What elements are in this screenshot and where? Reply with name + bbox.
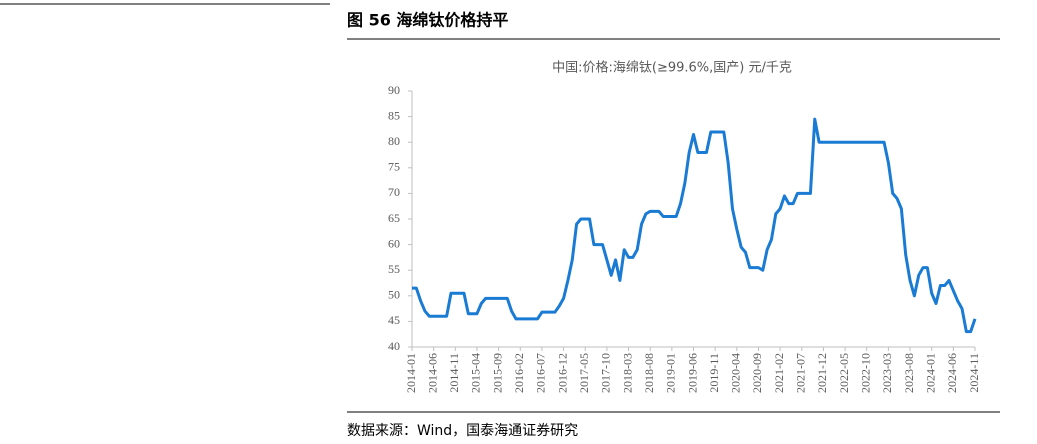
x-tick-label: 2016-07 — [534, 353, 548, 393]
y-tick-label: 75 — [388, 160, 400, 174]
x-tick-label: 2016-12 — [555, 353, 569, 393]
x-tick-label: 2015-09 — [490, 353, 504, 393]
y-tick-label: 80 — [388, 134, 400, 148]
x-tick-label: 2019-06 — [685, 353, 699, 393]
x-tick-label: 2024-11 — [967, 353, 981, 393]
x-tick-label: 2015-04 — [469, 353, 483, 393]
y-tick-label: 65 — [388, 211, 400, 225]
y-tick-label: 85 — [388, 108, 400, 122]
x-tick-label: 2017-05 — [577, 353, 591, 393]
y-tick-label: 60 — [388, 236, 400, 250]
x-tick-label: 2018-03 — [620, 353, 634, 393]
x-tick-label: 2022-05 — [837, 353, 851, 393]
x-tick-label: 2014-06 — [425, 353, 439, 393]
x-tick-label: 2014-11 — [447, 353, 461, 393]
source: 数据来源：Wind，国泰海通证券研究 — [347, 423, 578, 439]
x-tick-label: 2018-08 — [642, 353, 656, 393]
x-tick-label: 2016-02 — [512, 353, 526, 393]
line-series — [412, 117, 977, 334]
y-tick-label: 55 — [388, 262, 400, 276]
x-tick-label: 2023-03 — [880, 353, 894, 393]
x-tick-label: 2023-08 — [902, 353, 916, 393]
y-tick-label: 50 — [388, 288, 400, 302]
x-tick-label: 2024-06 — [945, 353, 959, 393]
y-tick-label: 40 — [388, 339, 400, 353]
x-tick-label: 2020-04 — [729, 353, 743, 393]
y-tick-label: 70 — [388, 185, 400, 199]
y-tick-label: 45 — [388, 313, 400, 327]
x-tick-label: 2021-07 — [794, 353, 808, 393]
chart-title: 中国:价格:海绵钛(≥99.6%,国产) 元/千克 — [552, 60, 792, 76]
x-tick-label: 2019-11 — [707, 353, 721, 393]
x-tick-label: 2014-01 — [404, 353, 418, 393]
figure-label: 图 56 海绵钛价格持平 — [347, 11, 508, 30]
y-tick-label: 90 — [388, 83, 400, 97]
x-tick-label: 2017-10 — [599, 353, 613, 393]
x-tick-label: 2022-10 — [858, 353, 872, 393]
x-tick-label: 2021-12 — [815, 353, 829, 393]
x-tick-label: 2021-02 — [772, 353, 786, 393]
x-tick-label: 2020-09 — [750, 353, 764, 393]
x-tick-label: 2019-01 — [664, 353, 678, 393]
x-tick-label: 2024-01 — [923, 353, 937, 393]
